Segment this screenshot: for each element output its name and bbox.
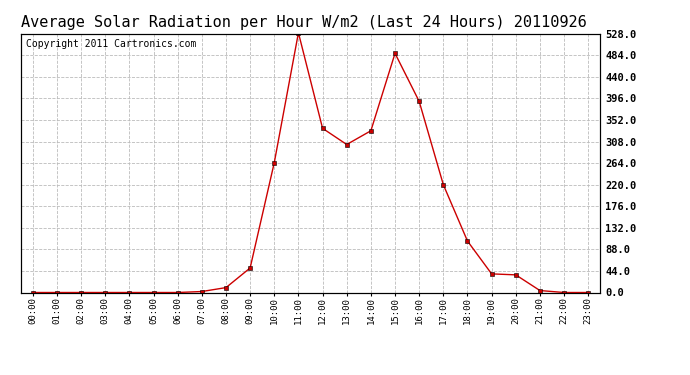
Text: Copyright 2011 Cartronics.com: Copyright 2011 Cartronics.com [26,39,197,49]
Text: Average Solar Radiation per Hour W/m2 (Last 24 Hours) 20110926: Average Solar Radiation per Hour W/m2 (L… [21,15,586,30]
